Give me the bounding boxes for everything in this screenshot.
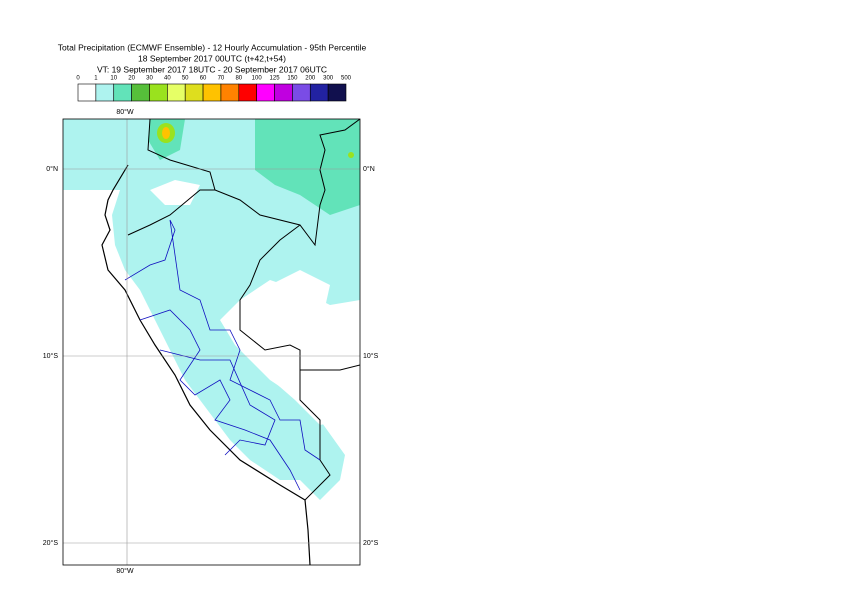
border	[239, 224, 360, 371]
precip-high	[162, 127, 170, 139]
precip-gap	[272, 360, 345, 425]
lat-label: 20°S	[43, 539, 59, 547]
legend-swatch	[327, 83, 347, 102]
legend-swatch	[274, 83, 293, 102]
lat-label: 10°S	[363, 352, 379, 360]
lon-label: 80°W	[116, 108, 134, 116]
legend-label: 80	[235, 76, 242, 82]
graticule	[63, 119, 360, 565]
region-lines	[159, 349, 276, 456]
titles: Total Precipitation (ECMWF Ensemble) - 1…	[58, 42, 367, 74]
legend-swatch	[95, 83, 115, 102]
legend-swatch	[256, 83, 275, 102]
legend-swatch	[167, 83, 186, 102]
map-area	[63, 119, 360, 565]
title-line: VT: 19 September 2017 18UTC - 20 Septemb…	[97, 64, 327, 74]
legend-swatch	[309, 83, 329, 102]
legend-swatch	[77, 83, 97, 102]
legend-swatch	[149, 83, 168, 102]
precip-light	[63, 119, 360, 500]
precip-gap	[150, 180, 200, 205]
precip-mid	[255, 119, 360, 215]
legend-label: 10	[110, 76, 117, 82]
legend-label: 200	[305, 76, 316, 82]
lat-label: 20°S	[363, 539, 379, 547]
precip-high	[348, 152, 354, 158]
lon-label: 80°W	[116, 567, 134, 575]
legend-label: 30	[146, 76, 153, 82]
legend-swatch	[292, 83, 311, 102]
map-frame	[62, 118, 361, 566]
legend-label: 300	[323, 76, 334, 82]
lat-label: 0°N	[46, 165, 58, 173]
ocean	[63, 190, 310, 565]
lat-label: 10°S	[43, 352, 59, 360]
legend-label: 40	[164, 76, 171, 82]
legend-swatch	[238, 83, 257, 102]
title-line: 18 September 2017 00UTC (t+42,t+54)	[138, 53, 286, 63]
legend-swatch	[202, 83, 222, 102]
legend-swatch	[184, 83, 204, 102]
region-lines	[124, 219, 321, 461]
title-line: Total Precipitation (ECMWF Ensemble) - 1…	[58, 42, 367, 52]
legend-swatch	[131, 83, 150, 102]
border	[147, 119, 360, 247]
lat-label: 0°N	[363, 165, 375, 173]
legend-label: 70	[218, 76, 225, 82]
legend-label: 20	[128, 76, 135, 82]
legend-label: 50	[182, 76, 189, 82]
legend-label: 1	[94, 76, 98, 82]
legend-swatch	[113, 83, 132, 102]
legend-label: 125	[270, 76, 281, 82]
legend-label: 500	[341, 76, 352, 82]
legend-label: 0	[76, 76, 80, 82]
legend-label: 150	[287, 76, 298, 82]
legend-label: 100	[252, 76, 263, 82]
precip-gap	[260, 270, 330, 340]
legend: 0 1 10 20 30 40 50 60 70 80 100 125 150 200 300 500	[76, 76, 352, 102]
legend-label: 60	[200, 76, 207, 82]
region-lines	[139, 309, 301, 491]
border	[127, 189, 215, 236]
legend-swatch	[220, 83, 240, 102]
